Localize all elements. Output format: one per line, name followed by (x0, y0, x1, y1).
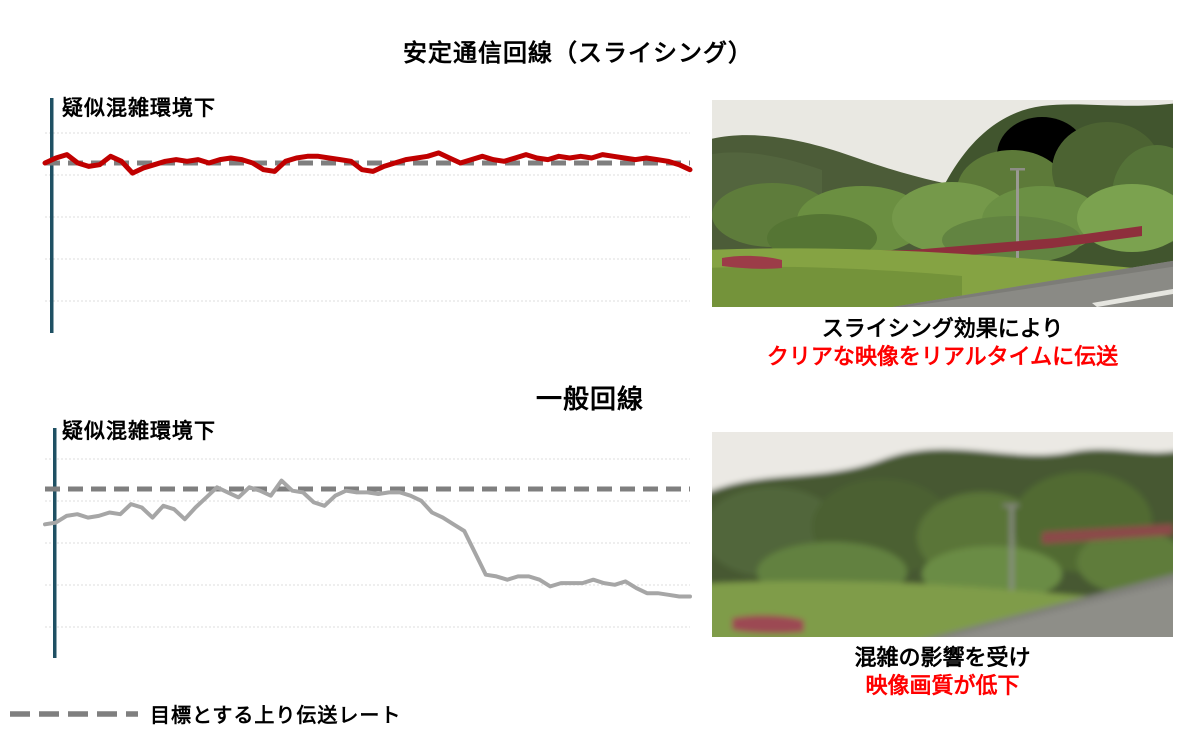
legend-label: 目標とする上り伝送レート (150, 705, 402, 727)
light-pole (1010, 504, 1014, 594)
dashed-line-icon (10, 710, 138, 717)
caption-clear: スライシング効果により クリアな映像をリアルタイムに伝送 (712, 315, 1173, 371)
general-line-title: 一般回線 (535, 384, 644, 414)
caption-degraded-line2: 映像画質が低下 (865, 673, 1020, 698)
caption-clear-line1: スライシング効果により (821, 316, 1064, 341)
slide-title: 安定通信回線（スライシング） (403, 40, 753, 67)
video-frame-degraded (712, 432, 1173, 637)
target-rate-legend: 目標とする上り伝送レート (8, 699, 401, 728)
uplink-rate-chart-general (43, 428, 692, 658)
park-scene-illustration-clear (712, 100, 1173, 307)
video-frame-clear (712, 100, 1173, 307)
caption-degraded-line1: 混雑の影響を受け (854, 645, 1031, 670)
congestion-label-top: 疑似混雑環境下 (62, 97, 216, 120)
caption-degraded: 混雑の影響を受け 映像画質が低下 (712, 644, 1173, 700)
light-pole (1016, 168, 1019, 260)
caption-clear-line2: クリアな映像をリアルタイムに伝送 (766, 344, 1119, 369)
park-scene-illustration-degraded (712, 432, 1173, 637)
congestion-label-bottom: 疑似混雑環境下 (62, 420, 216, 443)
road-marking (1092, 289, 1173, 307)
red-flower-hedge (1042, 524, 1173, 544)
uplink-rate-chart-sliced (42, 98, 693, 333)
